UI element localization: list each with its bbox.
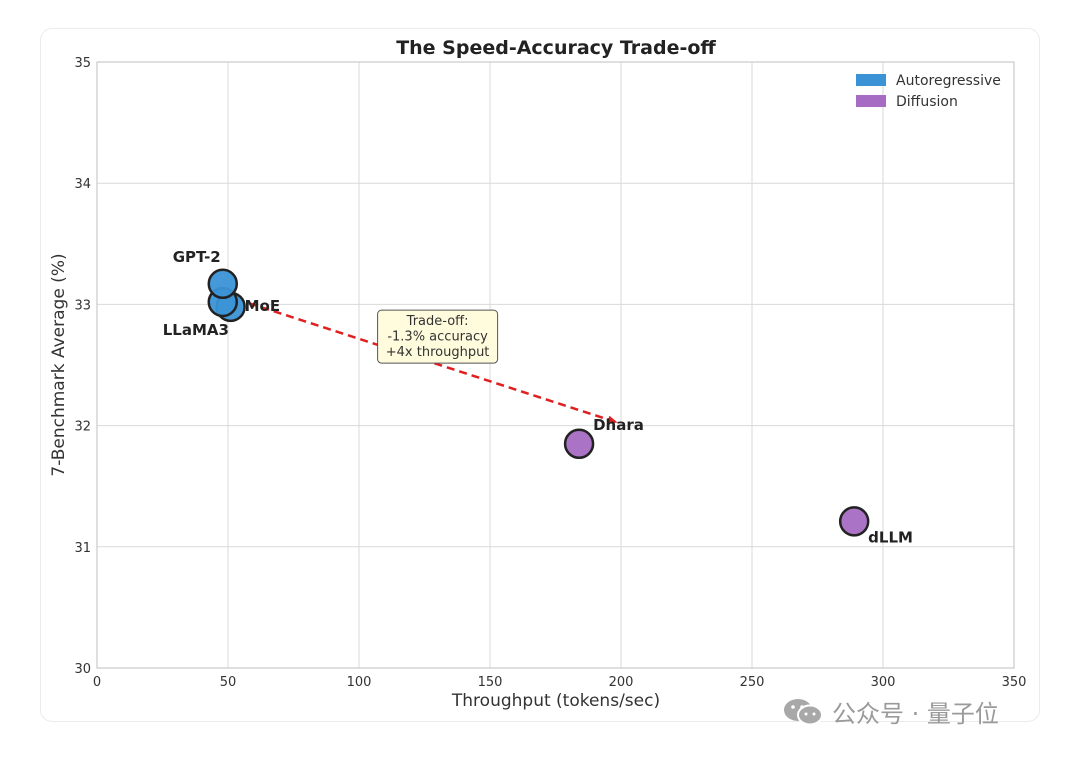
point-label-llama3: LLaMA3: [163, 321, 229, 339]
y-tick-label: 34: [74, 177, 91, 192]
x-axis-ticks: 0 50 100 150 200 250 300 350: [93, 675, 1027, 690]
x-tick-label: 0: [93, 675, 101, 690]
chart-title: The Speed-Accuracy Trade-off: [396, 37, 716, 59]
legend-swatch-diffusion: [856, 95, 886, 107]
annotation-line: -1.3% accuracy: [387, 330, 488, 345]
y-tick-label: 31: [74, 541, 91, 556]
x-axis-label: Throughput (tokens/sec): [451, 691, 660, 711]
legend-label-autoregressive: Autoregressive: [896, 73, 1001, 89]
watermark-text: 公众号 · 量子位: [832, 700, 999, 728]
y-tick-label: 32: [74, 420, 91, 435]
annotation-box: [377, 309, 499, 364]
point-label-gpt-2: GPT-2: [173, 248, 221, 266]
grid-lines: [96, 61, 1015, 669]
legend-label-diffusion: Diffusion: [896, 94, 958, 110]
y-tick-label: 30: [74, 662, 91, 677]
chart-card: [40, 28, 1040, 722]
annotation-line: Trade-off:: [406, 314, 469, 329]
wechat-icon: [782, 697, 826, 727]
data-points: GPT-2 LLaMA3 MoE Dhara dLLM: [163, 248, 913, 547]
y-axis-ticks: 30 31 32 33 34 35: [74, 56, 91, 677]
x-tick-label: 350: [1002, 675, 1027, 690]
point-label-dhara: Dhara: [593, 416, 644, 434]
x-tick-label: 250: [740, 675, 765, 690]
y-tick-label: 33: [74, 298, 91, 313]
legend: Autoregressive Diffusion: [856, 73, 1001, 110]
x-tick-label: 200: [609, 675, 634, 690]
x-tick-label: 150: [478, 675, 503, 690]
legend-swatch-autoregressive: [856, 74, 886, 86]
x-tick-label: 100: [347, 675, 372, 690]
annotation-line: +4x throughput: [386, 345, 490, 360]
data-point-dllm: [838, 506, 870, 537]
point-label-moe: MoE: [245, 297, 280, 315]
point-label-dllm: dLLM: [868, 528, 913, 546]
x-tick-label: 300: [871, 675, 896, 690]
y-axis-label: 7-Benchmark Average (%): [49, 253, 69, 476]
watermark: 公众号 · 量子位: [782, 694, 999, 729]
plot-frame: [96, 61, 1015, 669]
y-tick-label: 35: [74, 56, 91, 71]
x-tick-label: 50: [220, 675, 237, 690]
data-point-dhara: [563, 428, 595, 460]
tradeoff-annotation: Trade-off:-1.3% accuracy+4x throughput: [377, 309, 499, 364]
data-point-gpt-2: [207, 268, 239, 300]
